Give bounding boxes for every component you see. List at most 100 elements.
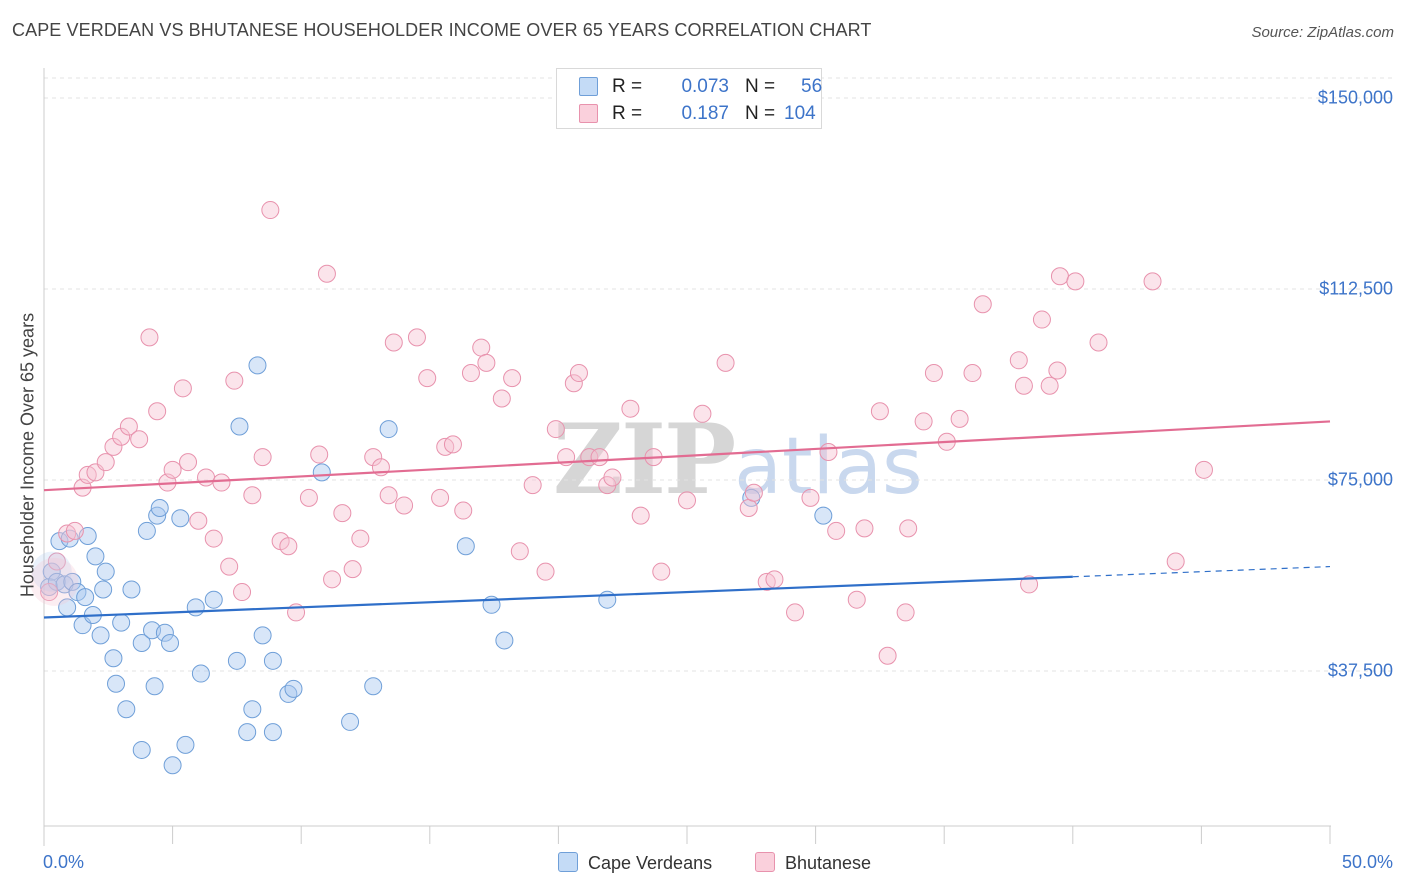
bhutanese-point: [819, 442, 838, 461]
bhutanese-point: [1066, 272, 1085, 291]
bhutanese-point: [847, 590, 866, 609]
bhutanese-swatch: [579, 104, 598, 123]
cape-verdean-point: [163, 756, 182, 775]
bhutanese-point: [739, 499, 758, 518]
legend-label: Bhutanese: [785, 853, 872, 873]
cape-verdean-point: [238, 723, 257, 742]
n-label: N =: [745, 103, 776, 124]
cape-verdean-point: [204, 590, 223, 609]
cape-verdean-point: [96, 562, 115, 581]
bhutanese-point: [299, 488, 318, 507]
data-points: [30, 201, 1213, 775]
bhutanese-point: [104, 437, 123, 456]
cape-verdean-point: [495, 631, 514, 650]
bhutanese-point: [1048, 361, 1067, 380]
cape-verdean-point: [227, 651, 246, 670]
cape-verdean-point: [243, 700, 262, 719]
bhutanese-point: [546, 420, 565, 439]
bhutanese-point: [786, 603, 805, 622]
cape-verdean-point: [814, 506, 833, 525]
cape-verdean-trend-extension: [1072, 565, 1331, 578]
legend-item-bhutanese[interactable]: Bhutanese: [755, 852, 871, 876]
bhutanese-point: [716, 353, 735, 372]
bhutanese-point: [163, 460, 182, 479]
legend-item-cape-verdeans[interactable]: Cape Verdeans: [558, 852, 712, 876]
correlation-stats-box: R = 0.073 N = 56 R = 0.187 N = 104: [556, 68, 822, 129]
cape-verdeans-swatch: [579, 77, 598, 96]
bhutanese-cluster: [30, 557, 79, 606]
cape-verdean-point: [176, 735, 195, 754]
bhutanese-point: [536, 562, 555, 581]
r-value: 0.073: [681, 76, 729, 97]
bhutanese-point: [379, 486, 398, 505]
bhutanese-point: [1014, 376, 1033, 395]
bhutanese-point: [384, 333, 403, 352]
bhutanese-point: [212, 473, 231, 492]
bhutanese-point: [510, 542, 529, 561]
bhutanese-point: [1032, 310, 1051, 329]
bhutanese-point: [678, 491, 696, 510]
bhutanese-point: [1089, 333, 1108, 352]
cape-verdean-point: [42, 562, 61, 581]
bhutanese-point: [279, 537, 298, 556]
bhutanese-point: [827, 521, 846, 540]
bhutanese-point: [523, 476, 542, 495]
bhutanese-point: [197, 468, 216, 487]
cape-verdean-point: [171, 509, 190, 528]
bhutanese-point: [443, 435, 462, 454]
cape-verdean-point: [379, 420, 398, 439]
y-tick-label: $75,000: [1327, 469, 1393, 490]
cape-verdean-point: [91, 626, 110, 645]
cape-verdean-point: [186, 598, 205, 617]
cape-verdean-point: [598, 590, 617, 609]
bhutanese-point: [801, 488, 820, 507]
bhutanese-point: [1194, 460, 1213, 479]
bhutanese-point: [253, 448, 272, 467]
bhutanese-point: [652, 562, 671, 581]
n-value: 56: [801, 76, 823, 97]
bhutanese-point: [631, 506, 650, 525]
bhutanese-point: [870, 402, 889, 421]
r-label: R =: [612, 76, 643, 97]
cape-verdean-point: [132, 633, 151, 652]
bhutanese-point: [317, 264, 336, 283]
bhutanese-point: [431, 488, 450, 507]
cape-verdean-point: [132, 740, 151, 759]
cape-verdean-point: [284, 679, 303, 698]
cape-verdean-point: [341, 712, 360, 731]
bhutanese-point: [878, 646, 897, 665]
bhutanese-trend-line: [43, 420, 1331, 492]
bhutanese-point: [590, 448, 609, 467]
bhutanese-point: [1009, 351, 1028, 370]
bhutanese-point: [189, 511, 208, 530]
cape-verdean-point: [117, 700, 136, 719]
bhutanese-point: [603, 468, 622, 487]
source-label: Source: ZipAtlas.com: [1251, 24, 1394, 41]
bhutanese-point: [1166, 552, 1185, 571]
cape-verdean-point: [112, 613, 131, 632]
bhutanese-point: [140, 328, 159, 347]
cape-verdean-point: [145, 677, 164, 696]
bhutanese-point: [899, 519, 918, 538]
bhutanese-point: [323, 570, 342, 589]
bhutanese-point: [454, 501, 473, 520]
cape-verdean-point: [161, 633, 180, 652]
bhutanese-point: [621, 399, 640, 418]
bhutanese-point: [148, 402, 167, 421]
n-value: 104: [784, 103, 816, 124]
cape-verdean-point: [263, 651, 282, 670]
y-axis-label: Householder Income Over 65 years: [17, 312, 38, 598]
bhutanese-point: [503, 369, 522, 388]
bhutanese-point: [40, 583, 59, 602]
cape-verdean-point: [253, 626, 272, 645]
r-label: R =: [612, 103, 643, 124]
gridlines: [44, 77, 1393, 672]
bhutanese-point: [765, 570, 784, 589]
bhutanese-point: [96, 453, 115, 472]
bhutanese-point: [744, 483, 763, 502]
cape-verdeans-legend-swatch: [558, 852, 578, 872]
cape-verdean-point: [94, 580, 113, 599]
cape-verdean-point: [191, 664, 210, 683]
axes: [43, 68, 1331, 846]
